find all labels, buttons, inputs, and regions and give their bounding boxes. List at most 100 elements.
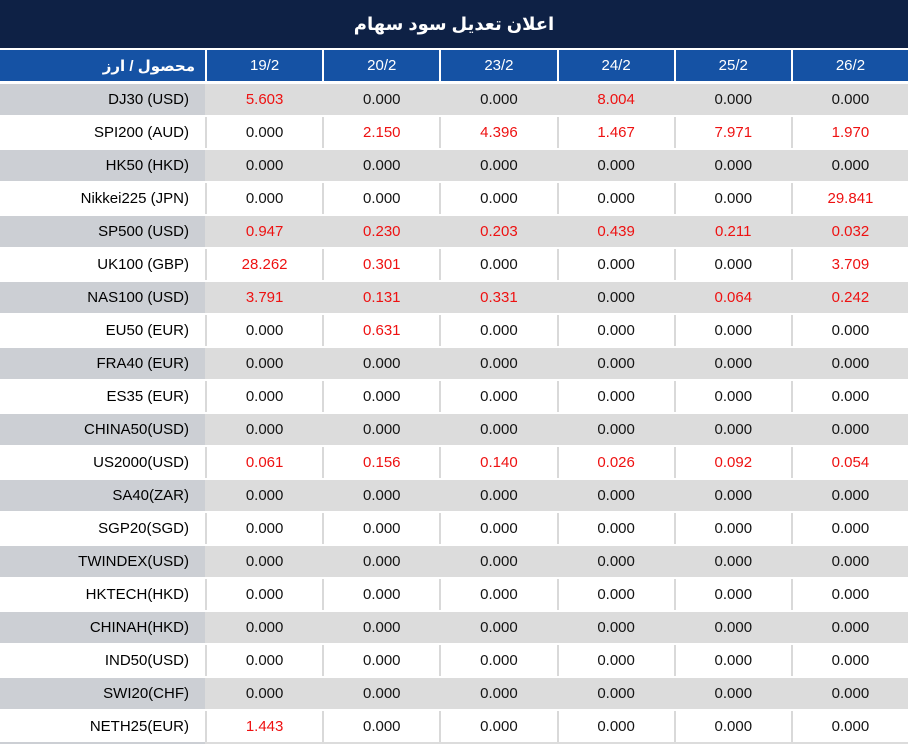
value-cell: 1.467 — [556, 117, 674, 148]
value-cell: 7.971 — [673, 117, 791, 148]
value-cell: 0.000 — [439, 150, 557, 181]
value-cell: 0.000 — [790, 546, 908, 577]
row-label: NETH25(EUR) — [0, 711, 205, 742]
row-label: NAS100 (USD) — [0, 282, 205, 313]
row-label: ES35 (EUR) — [0, 381, 205, 412]
row-label: UK100 (GBP) — [0, 249, 205, 280]
partial-row-data-strip — [205, 742, 908, 744]
table-row: US2000(USD) 0.061 0.156 0.140 0.026 0.092 0.05… — [0, 447, 908, 478]
value-cell: 0.000 — [673, 183, 791, 214]
value-cell: 0.000 — [673, 84, 791, 115]
partial-next-row — [0, 742, 908, 744]
value-cell: 0.000 — [439, 315, 557, 346]
value-cell: 0.000 — [322, 645, 440, 676]
value-cell: 0.000 — [205, 480, 323, 511]
value-cell: 0.000 — [322, 183, 440, 214]
value-cell: 0.000 — [439, 645, 557, 676]
value-cell: 0.000 — [322, 150, 440, 181]
value-cell: 0.000 — [556, 282, 674, 313]
value-cell: 0.000 — [556, 183, 674, 214]
table-row: UK100 (GBP) 28.262 0.301 0.000 0.000 0.000 3.7… — [0, 249, 908, 280]
value-cell: 0.000 — [790, 150, 908, 181]
value-cell: 0.000 — [790, 414, 908, 445]
partial-row-label-strip — [0, 742, 205, 744]
table-row: Nikkei225 (JPN) 0.000 0.000 0.000 0.000 0.000… — [0, 183, 908, 214]
value-cell: 0.000 — [673, 381, 791, 412]
table-row: SWI20(CHF) 0.000 0.000 0.000 0.000 0.000 0.000 — [0, 678, 908, 709]
header-date-3: 23/2 — [439, 50, 557, 81]
value-cell: 0.000 — [673, 315, 791, 346]
row-label: DJ30 (USD) — [0, 84, 205, 115]
row-label: HK50 (HKD) — [0, 150, 205, 181]
table-row: DJ30 (USD) 5.603 0.000 0.000 8.004 0.000 0.000 — [0, 84, 908, 115]
table-row: CHINA50(USD) 0.000 0.000 0.000 0.000 0.000 0.0… — [0, 414, 908, 445]
value-cell: 0.000 — [322, 348, 440, 379]
value-cell: 0.131 — [322, 282, 440, 313]
value-cell: 0.000 — [556, 249, 674, 280]
value-cell: 0.000 — [205, 513, 323, 544]
table-header-row: محصول / ارز 19/2 20/2 23/2 24/2 25/2 26/… — [0, 50, 908, 81]
table-row: HK50 (HKD) 0.000 0.000 0.000 0.000 0.000 0.000 — [0, 150, 908, 181]
value-cell: 0.000 — [790, 381, 908, 412]
value-cell: 0.000 — [439, 249, 557, 280]
row-label: TWINDEX(USD) — [0, 546, 205, 577]
value-cell: 0.631 — [322, 315, 440, 346]
value-cell: 0.000 — [673, 612, 791, 643]
row-label: SP500 (USD) — [0, 216, 205, 247]
value-cell: 0.000 — [205, 381, 323, 412]
value-cell: 0.000 — [439, 678, 557, 709]
value-cell: 0.000 — [439, 579, 557, 610]
value-cell: 0.092 — [673, 447, 791, 478]
value-cell: 0.000 — [205, 150, 323, 181]
table-body: DJ30 (USD) 5.603 0.000 0.000 8.004 0.000 0.000… — [0, 84, 908, 742]
value-cell: 28.262 — [205, 249, 323, 280]
value-cell: 0.439 — [556, 216, 674, 247]
value-cell: 0.000 — [556, 150, 674, 181]
value-cell: 0.000 — [556, 381, 674, 412]
value-cell: 0.000 — [673, 546, 791, 577]
value-cell: 0.000 — [439, 348, 557, 379]
value-cell: 0.000 — [322, 546, 440, 577]
value-cell: 0.000 — [556, 315, 674, 346]
value-cell: 0.211 — [673, 216, 791, 247]
value-cell: 3.791 — [205, 282, 323, 313]
value-cell: 0.301 — [322, 249, 440, 280]
value-cell: 0.000 — [790, 678, 908, 709]
value-cell: 0.000 — [439, 546, 557, 577]
value-cell: 0.000 — [673, 678, 791, 709]
row-label: SPI200 (AUD) — [0, 117, 205, 148]
value-cell: 0.000 — [790, 84, 908, 115]
row-label: HKTECH(HKD) — [0, 579, 205, 610]
table-row: SA40(ZAR) 0.000 0.000 0.000 0.000 0.000 0.000 — [0, 480, 908, 511]
value-cell: 0.000 — [790, 315, 908, 346]
value-cell: 0.000 — [205, 315, 323, 346]
table-row: EU50 (EUR) 0.000 0.631 0.000 0.000 0.000 0.000 — [0, 315, 908, 346]
value-cell: 0.061 — [205, 447, 323, 478]
table-row: CHINAH(HKD) 0.000 0.000 0.000 0.000 0.000 0.00… — [0, 612, 908, 643]
value-cell: 0.000 — [322, 579, 440, 610]
value-cell: 0.000 — [556, 612, 674, 643]
value-cell: 0.000 — [322, 678, 440, 709]
value-cell: 5.603 — [205, 84, 323, 115]
value-cell: 0.000 — [673, 414, 791, 445]
value-cell: 1.970 — [790, 117, 908, 148]
value-cell: 0.000 — [439, 480, 557, 511]
value-cell: 0.000 — [322, 711, 440, 742]
value-cell: 0.000 — [790, 480, 908, 511]
value-cell: 0.026 — [556, 447, 674, 478]
value-cell: 0.156 — [322, 447, 440, 478]
row-label: SGP20(SGD) — [0, 513, 205, 544]
value-cell: 0.000 — [556, 579, 674, 610]
table-title: اعلان تعديل سود سهام — [0, 0, 908, 48]
value-cell: 0.000 — [322, 414, 440, 445]
row-label: SWI20(CHF) — [0, 678, 205, 709]
table-row: FRA40 (EUR) 0.000 0.000 0.000 0.000 0.000 0.00… — [0, 348, 908, 379]
value-cell: 0.000 — [790, 579, 908, 610]
value-cell: 1.443 — [205, 711, 323, 742]
value-cell: 0.140 — [439, 447, 557, 478]
value-cell: 0.000 — [673, 579, 791, 610]
value-cell: 0.000 — [673, 711, 791, 742]
value-cell: 0.331 — [439, 282, 557, 313]
row-label: CHINAH(HKD) — [0, 612, 205, 643]
table-row: NETH25(EUR) 1.443 0.000 0.000 0.000 0.000 0.00… — [0, 711, 908, 742]
